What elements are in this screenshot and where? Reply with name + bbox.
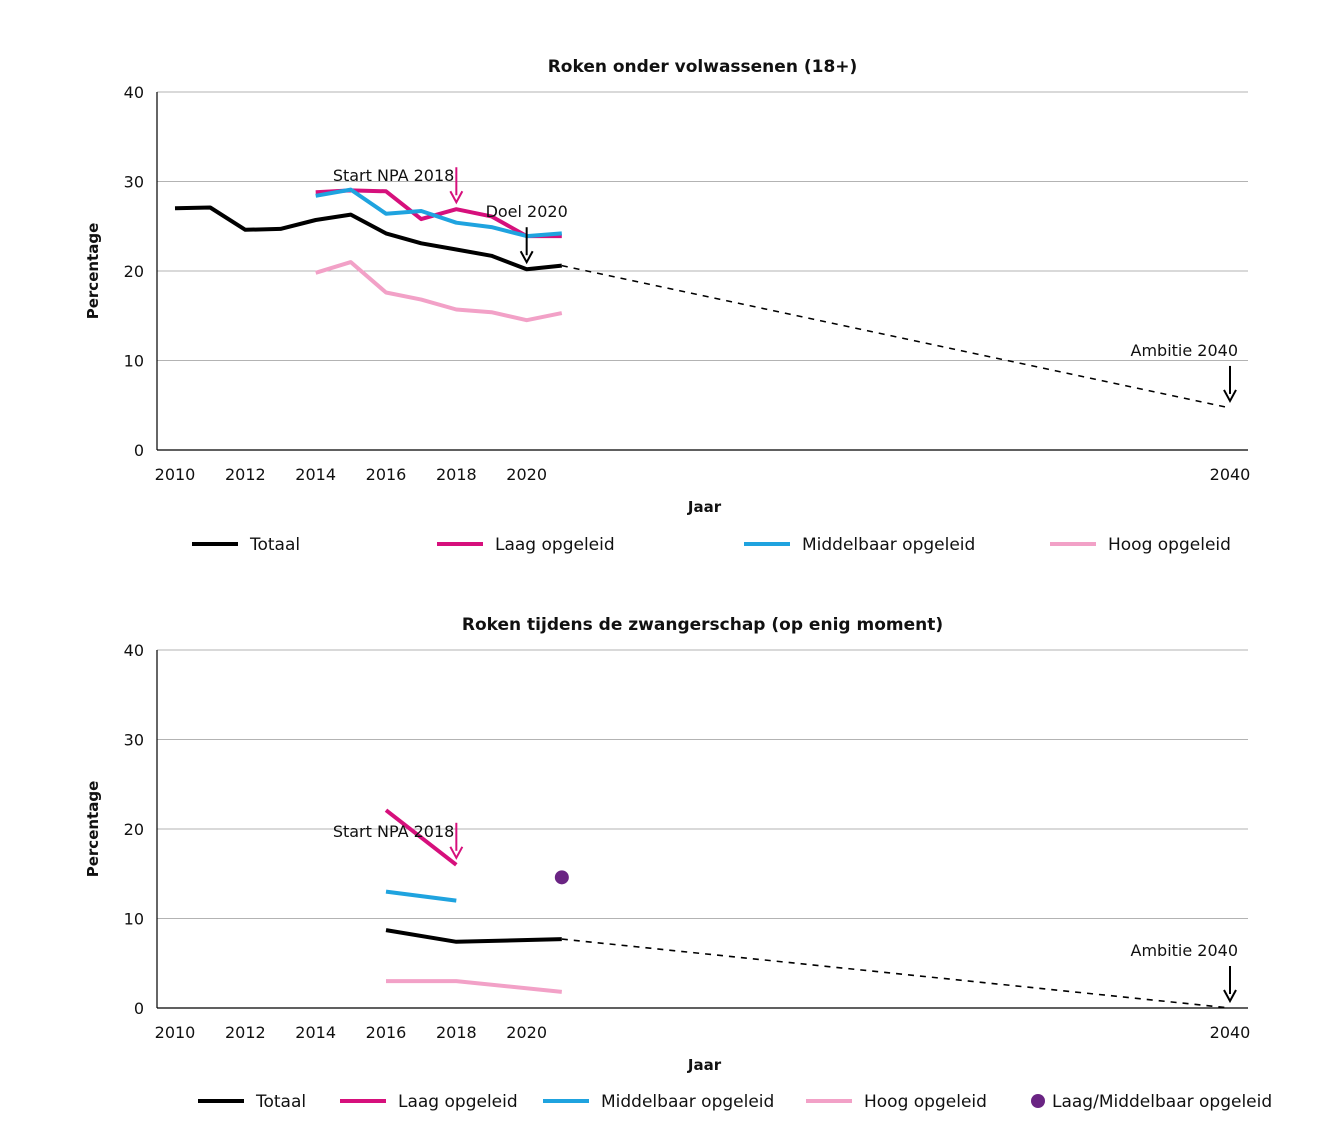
legend-label-laag-middelbaar-opgeleid: Laag/Middelbaar opgeleid <box>1052 1092 1272 1112</box>
y-tick-label-20: 20 <box>124 820 144 839</box>
annotation-arrowhead-ambitie-2040 <box>1223 389 1237 404</box>
y-tick-label-40: 40 <box>124 641 144 660</box>
legend-label-middelbaar-opgeleid: Middelbaar opgeleid <box>802 535 975 555</box>
x-tick-label-2018: 2018 <box>436 1023 477 1042</box>
y-tick-label-10: 10 <box>124 352 144 371</box>
x-tick-label-2020: 2020 <box>506 1023 547 1042</box>
annotation-arrowhead-ambitie-2040 <box>1223 989 1237 1004</box>
x-tick-label-2040: 2040 <box>1210 1023 1251 1042</box>
y-tick-label-30: 30 <box>124 731 144 750</box>
x-tick-label-2014: 2014 <box>295 1023 336 1042</box>
legend-label-laag-opgeleid: Laag opgeleid <box>398 1092 518 1112</box>
series-line-hoog-opgeleid <box>386 979 563 994</box>
legend-label-middelbaar-opgeleid: Middelbaar opgeleid <box>601 1092 774 1112</box>
y-tick-label-0: 0 <box>134 999 144 1018</box>
annotation-label-doel-2020: Doel 2020 <box>486 202 568 221</box>
series-line-laag-opgeleid <box>384 808 458 867</box>
legend-label-laag-opgeleid: Laag opgeleid <box>495 535 615 555</box>
x-axis-title: Jaar <box>687 498 722 516</box>
x-tick-label-2012: 2012 <box>225 465 266 484</box>
y-tick-label-0: 0 <box>134 441 144 460</box>
series-line-totaal <box>385 928 562 944</box>
projection-dashed-line <box>561 938 1231 1009</box>
x-tick-label-2020: 2020 <box>506 465 547 484</box>
series-line-totaal <box>174 205 563 272</box>
annotation-arrowhead-start-npa-2018 <box>449 190 464 205</box>
legend-label-hoog-opgeleid: Hoog opgeleid <box>864 1092 987 1112</box>
x-tick-label-2016: 2016 <box>366 465 407 484</box>
x-tick-label-2040: 2040 <box>1210 465 1251 484</box>
chart-pregnancy: Roken tijdens de zwangerschap (op enig m… <box>84 615 1272 1112</box>
data-point-laag-middelbaar-opgeleid <box>554 870 569 885</box>
legend-label-totaal: Totaal <box>255 1092 306 1112</box>
x-tick-label-2018: 2018 <box>436 465 477 484</box>
series-line-middelbaar-opgeleid <box>385 889 457 903</box>
legend-label-totaal: Totaal <box>249 535 300 555</box>
y-axis-title: Percentage <box>84 223 102 320</box>
y-tick-label-30: 30 <box>124 173 144 192</box>
y-axis-title: Percentage <box>84 781 102 878</box>
y-tick-label-10: 10 <box>124 910 144 929</box>
y-tick-label-20: 20 <box>124 262 144 281</box>
x-axis-title: Jaar <box>687 1056 722 1074</box>
chart-adults: Roken onder volwassenen (18+) 0 10 20 30 40 20… <box>84 57 1251 555</box>
annotation-label-start-npa-2018: Start NPA 2018 <box>333 166 455 185</box>
y-tick-label-40: 40 <box>124 83 144 102</box>
projection-dashed-line <box>561 264 1231 409</box>
annotation-arrowhead-start-npa-2018 <box>449 846 464 860</box>
annotation-label-ambitie-2040: Ambitie 2040 <box>1131 341 1239 360</box>
series-line-middelbaar-opgeleid <box>315 187 562 239</box>
x-tick-label-2010: 2010 <box>155 465 196 484</box>
x-tick-label-2010: 2010 <box>155 1023 196 1042</box>
chart-title: Roken onder volwassenen (18+) <box>548 57 858 77</box>
x-tick-label-2012: 2012 <box>225 1023 266 1042</box>
annotation-label-start-npa-2018: Start NPA 2018 <box>333 822 455 841</box>
legend-swatch-laag-middelbaar-opgeleid <box>1031 1094 1045 1108</box>
x-tick-label-2014: 2014 <box>295 465 336 484</box>
annotation-arrowhead-doel-2020 <box>519 250 534 265</box>
chart-title: Roken tijdens de zwangerschap (op enig m… <box>462 615 943 635</box>
annotation-label-ambitie-2040: Ambitie 2040 <box>1131 941 1239 960</box>
series-line-hoog-opgeleid <box>315 260 563 323</box>
x-tick-label-2016: 2016 <box>366 1023 407 1042</box>
legend-label-hoog-opgeleid: Hoog opgeleid <box>1108 535 1231 555</box>
